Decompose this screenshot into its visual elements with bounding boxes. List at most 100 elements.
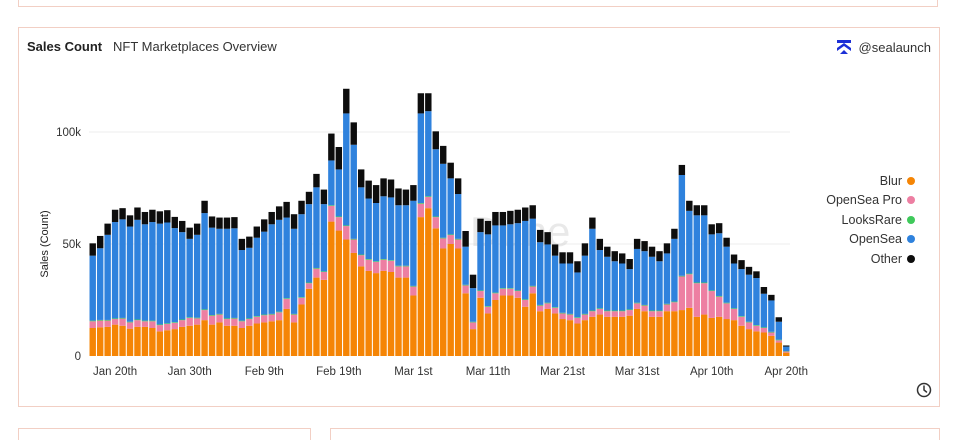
bar-segment-other[interactable] (172, 217, 178, 228)
bar-segment-looksrare[interactable] (410, 286, 416, 287)
bar-segment-opensea[interactable] (90, 256, 96, 321)
bar-segment-looksrare[interactable] (477, 290, 483, 291)
bar-segment-opensea-pro[interactable] (470, 322, 476, 329)
bar-segment-looksrare[interactable] (283, 298, 289, 299)
bar-segment-looksrare[interactable] (671, 302, 677, 303)
bar-segment-other[interactable] (157, 211, 163, 223)
bar-segment-looksrare[interactable] (641, 305, 647, 306)
bar-segment-opensea-pro[interactable] (723, 303, 729, 319)
bar-segment-looksrare[interactable] (552, 307, 558, 308)
bar-segment-opensea[interactable] (641, 251, 647, 305)
bar-segment-other[interactable] (134, 207, 140, 219)
bar-segment-blur[interactable] (97, 327, 103, 356)
bar-segment-looksrare[interactable] (373, 261, 379, 262)
bar-segment-looksrare[interactable] (395, 266, 401, 267)
bar-segment-opensea-pro[interactable] (612, 311, 618, 317)
bar-segment-blur[interactable] (753, 331, 759, 356)
bar-segment-looksrare[interactable] (269, 314, 275, 315)
bar-segment-opensea[interactable] (783, 347, 789, 351)
bar-segment-looksrare[interactable] (343, 225, 349, 226)
bar-segment-blur[interactable] (761, 332, 767, 356)
bar-segment-opensea-pro[interactable] (604, 311, 610, 317)
bar-segment-looksrare[interactable] (216, 314, 222, 315)
bar-segment-other[interactable] (612, 251, 618, 261)
bar-segment-opensea-pro[interactable] (544, 303, 550, 309)
bar-segment-opensea-pro[interactable] (634, 303, 640, 309)
bar-segment-other[interactable] (224, 218, 230, 229)
bar-segment-looksrare[interactable] (119, 318, 125, 319)
bar-segment-other[interactable] (664, 243, 670, 253)
bar-segment-opensea[interactable] (336, 169, 342, 216)
bar-segment-blur[interactable] (425, 208, 431, 356)
bar-segment-opensea-pro[interactable] (753, 326, 759, 332)
bar-segment-opensea[interactable] (477, 232, 483, 290)
bar-segment-blur[interactable] (679, 310, 685, 356)
bar-segment-opensea-pro[interactable] (500, 289, 506, 296)
bar-segment-opensea-pro[interactable] (761, 328, 767, 332)
bar-segment-looksrare[interactable] (723, 303, 729, 304)
bar-segment-blur[interactable] (127, 329, 133, 356)
bar-segment-opensea[interactable] (269, 224, 275, 314)
bar-segment-blur[interactable] (612, 317, 618, 356)
bar-segment-opensea[interactable] (157, 224, 163, 325)
bar-segment-opensea-pro[interactable] (179, 320, 185, 327)
bar-segment-other[interactable] (500, 212, 506, 225)
bar-segment-opensea[interactable] (559, 263, 565, 312)
bar-segment-blur[interactable] (216, 322, 222, 356)
bar-segment-other[interactable] (447, 163, 453, 179)
bar-segment-other[interactable] (418, 93, 424, 113)
bar-segment-opensea-pro[interactable] (649, 311, 655, 317)
bar-segment-other[interactable] (634, 239, 640, 249)
bar-segment-blur[interactable] (619, 317, 625, 356)
bar-segment-blur[interactable] (358, 266, 364, 356)
bar-segment-blur[interactable] (492, 300, 498, 356)
bar-segment-opensea-pro[interactable] (313, 269, 319, 278)
bar-segment-other[interactable] (90, 243, 96, 255)
bar-segment-looksrare[interactable] (172, 322, 178, 323)
bar-segment-opensea-pro[interactable] (410, 287, 416, 296)
bar-segment-looksrare[interactable] (254, 316, 260, 317)
bar-segment-other[interactable] (373, 185, 379, 203)
bar-segment-looksrare[interactable] (351, 239, 357, 240)
bar-segment-looksrare[interactable] (485, 306, 491, 307)
bar-segment-other[interactable] (425, 93, 431, 111)
bar-segment-opensea[interactable] (694, 215, 700, 282)
bar-segment-blur[interactable] (783, 353, 789, 356)
bar-segment-opensea[interactable] (552, 256, 558, 308)
bar-segment-blur[interactable] (201, 320, 207, 356)
bar-segment-blur[interactable] (313, 278, 319, 356)
bar-segment-looksrare[interactable] (649, 311, 655, 312)
bar-segment-looksrare[interactable] (149, 321, 155, 322)
bar-segment-opensea[interactable] (283, 218, 289, 299)
bar-segment-other[interactable] (313, 174, 319, 187)
bar-segment-looksrare[interactable] (708, 290, 714, 291)
bar-segment-other[interactable] (567, 252, 573, 263)
bar-segment-looksrare[interactable] (186, 317, 192, 318)
bar-segment-opensea[interactable] (254, 238, 260, 316)
bar-segment-looksrare[interactable] (298, 297, 304, 298)
bar-segment-blur[interactable] (738, 326, 744, 356)
bar-segment-looksrare[interactable] (313, 268, 319, 269)
bar-segment-blur[interactable] (90, 328, 96, 356)
bar-segment-opensea-pro[interactable] (321, 272, 327, 280)
bar-segment-opensea[interactable] (440, 164, 446, 238)
bar-segment-blur[interactable] (597, 315, 603, 356)
bar-segment-other[interactable] (552, 244, 558, 255)
bar-segment-looksrare[interactable] (336, 216, 342, 217)
bar-segment-looksrare[interactable] (418, 203, 424, 204)
bar-segment-looksrare[interactable] (753, 325, 759, 326)
bar-segment-opensea[interactable] (328, 160, 334, 205)
bar-segment-looksrare[interactable] (380, 259, 386, 260)
bar-segment-opensea-pro[interactable] (574, 318, 580, 324)
bar-segment-other[interactable] (433, 131, 439, 149)
bar-segment-opensea-pro[interactable] (776, 340, 782, 342)
bar-segment-opensea-pro[interactable] (388, 261, 394, 272)
bar-segment-blur[interactable] (500, 296, 506, 356)
bar-segment-blur[interactable] (186, 326, 192, 356)
bar-segment-looksrare[interactable] (776, 340, 782, 341)
bar-segment-opensea-pro[interactable] (149, 321, 155, 328)
bar-segment-opensea-pro[interactable] (104, 321, 110, 327)
bar-segment-blur[interactable] (209, 325, 215, 356)
bar-segment-blur[interactable] (544, 309, 550, 356)
bar-segment-blur[interactable] (306, 289, 312, 356)
